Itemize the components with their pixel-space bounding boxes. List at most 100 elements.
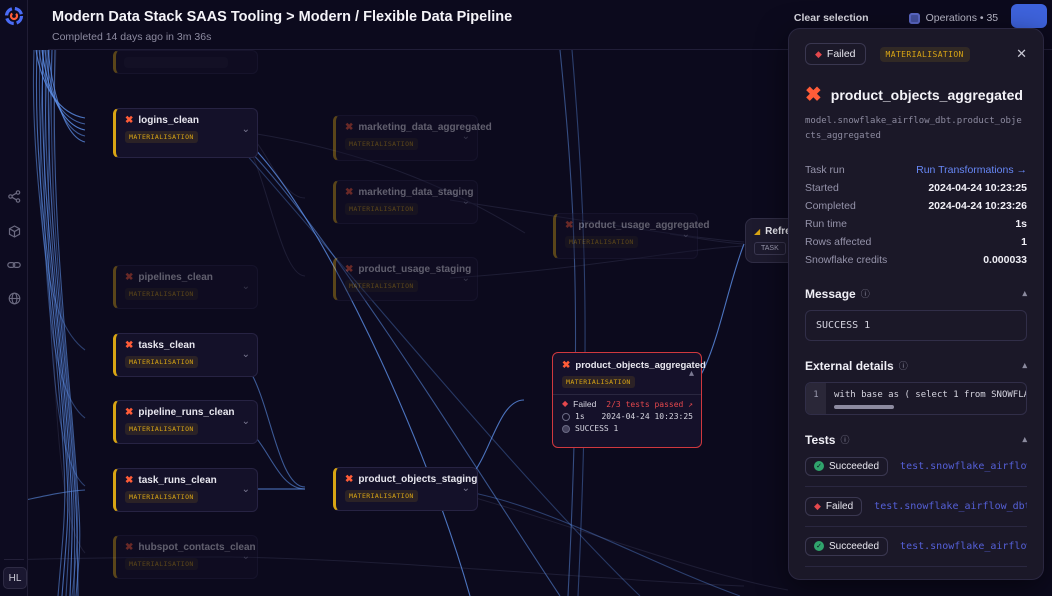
chevron-down-icon[interactable] xyxy=(462,274,470,284)
materialisation-badge: MATERIALISATION xyxy=(345,280,418,292)
user-avatar[interactable]: HL xyxy=(3,567,27,589)
node-divider xyxy=(553,394,701,395)
operations-count: Operations • 35 xyxy=(908,12,998,24)
materialisation-badge: MATERIALISATION xyxy=(125,356,198,368)
test-status-badge: ◆ Failed xyxy=(805,496,863,516)
chevron-down-icon[interactable] xyxy=(242,552,250,562)
dbt-icon: ✖ xyxy=(345,121,354,133)
primary-action-button[interactable] xyxy=(1011,4,1047,28)
node-product-objects-staging[interactable]: ✖ product_objects_staging MATERIALISATIO… xyxy=(333,467,478,511)
node-marketing-data-staging[interactable]: ✖ marketing_data_staging MATERIALISATION xyxy=(333,180,478,224)
sidebar: HL xyxy=(0,0,28,596)
task-badge: TASK xyxy=(754,242,786,255)
failed-diamond-icon: ◆ xyxy=(814,500,821,511)
message-section-header: Message xyxy=(805,287,1027,301)
materialisation-badge: MATERIALISATION xyxy=(345,490,418,502)
success-check-icon: ✓ xyxy=(814,541,824,552)
info-icon[interactable] xyxy=(861,287,870,300)
node-hubspot-contacts-clean[interactable]: ✖ hubspot_contacts_clean MATERIALISATION xyxy=(113,535,258,579)
horizontal-scrollbar[interactable] xyxy=(834,404,894,409)
success-check-icon: ✓ xyxy=(814,461,824,472)
completed-value: 2024-04-24 10:23:26 xyxy=(928,199,1027,212)
cube-icon[interactable] xyxy=(8,225,21,238)
node-product-objects-aggregated-selected[interactable]: ✖ product_objects_aggregated MATERIALISA… xyxy=(552,352,706,448)
sql-code-box: 1 with base as ( select 1 from SNOWFLAKE xyxy=(805,381,1027,415)
dbt-icon: ✖ xyxy=(125,114,134,126)
tests-section-header: Tests xyxy=(805,433,1027,447)
pipeline-canvas[interactable] xyxy=(28,50,1052,596)
dbt-icon: ✖ xyxy=(562,359,571,371)
task-tool-icon: ◢ xyxy=(754,226,761,236)
chevron-down-icon[interactable] xyxy=(242,350,250,360)
chevron-up-icon[interactable] xyxy=(689,369,694,379)
close-icon[interactable] xyxy=(1016,46,1027,62)
panel-title: product_objects_aggregated xyxy=(830,87,1023,103)
node-tasks-clean[interactable]: ✖ tasks_clean MATERIALISATION xyxy=(113,333,258,377)
collapse-icon[interactable] xyxy=(1022,434,1027,445)
sql-code-line: with base as ( select 1 from SNOWFLAKE xyxy=(834,389,1026,400)
materialisation-badge: MATERIALISATION xyxy=(562,376,635,388)
chevron-down-icon[interactable] xyxy=(242,485,250,495)
node-marketing-data-aggregated[interactable]: ✖ marketing_data_aggregated MATERIALISAT… xyxy=(333,115,492,161)
node-product-usage-aggregated[interactable]: ✖ product_usage_aggregated MATERIALISATI… xyxy=(553,213,710,259)
test-row: ✓ Succeeded test.snowflake_airflow_dbt.n… xyxy=(805,525,1027,566)
clock-icon xyxy=(562,412,570,421)
external-details-section-header: External details xyxy=(805,359,1027,373)
link-icon[interactable] xyxy=(7,260,21,270)
node-product-usage-staging[interactable]: ✖ product_usage_staging MATERIALISATION xyxy=(333,257,478,301)
app-logo-icon[interactable] xyxy=(4,6,24,26)
node-detail-panel: ◆ Failed MATERIALISATION ✖ product_objec… xyxy=(788,28,1044,580)
tests-summary-link[interactable]: 2/3 tests passed ↗ xyxy=(606,399,693,409)
test-link[interactable]: test.snowflake_airflow_dbt.not_null_pr xyxy=(874,500,1027,512)
dbt-icon: ✖ xyxy=(345,186,354,198)
chevron-down-icon[interactable] xyxy=(462,132,470,142)
chevron-down-icon[interactable] xyxy=(242,417,250,427)
dbt-icon: ✖ xyxy=(565,219,574,231)
dbt-icon: ✖ xyxy=(125,541,134,553)
node-pipelines-clean[interactable]: ✖ pipelines_clean MATERIALISATION xyxy=(113,265,258,309)
test-row: ◆ Failed test.snowflake_airflow_dbt.not_… xyxy=(805,485,1027,526)
task-run-link[interactable]: Run Transformations → xyxy=(916,163,1027,176)
dbt-icon: ✖ xyxy=(345,263,354,275)
started-value: 2024-04-24 10:23:25 xyxy=(928,181,1027,194)
page-title: Modern Data Stack SAAS Tooling > Modern … xyxy=(52,9,513,25)
chevron-down-icon[interactable] xyxy=(462,484,470,494)
materialisation-badge: MATERIALISATION xyxy=(879,46,970,62)
dbt-icon: ✖ xyxy=(125,271,134,283)
message-dot-icon xyxy=(562,424,570,433)
materialisation-badge: MATERIALISATION xyxy=(125,558,198,570)
dbt-icon: ✖ xyxy=(125,406,134,418)
collapse-icon[interactable] xyxy=(1022,360,1027,371)
clear-selection-button[interactable]: Clear selection xyxy=(793,12,869,24)
materialisation-badge: MATERIALISATION xyxy=(565,236,638,248)
collapse-icon[interactable] xyxy=(1022,288,1027,299)
chevron-down-icon[interactable] xyxy=(462,197,470,207)
node-logins-clean[interactable]: ✖ logins_clean MATERIALISATION xyxy=(113,108,258,158)
test-link[interactable]: test.snowflake_airflow_dbt.unique_pro xyxy=(900,460,1027,472)
test-status-badge: ✓ Succeeded xyxy=(805,456,889,476)
info-icon[interactable] xyxy=(840,433,849,446)
node-partial-top[interactable] xyxy=(113,50,258,74)
lineage-graph-icon[interactable] xyxy=(7,190,21,203)
globe-icon[interactable] xyxy=(8,292,21,305)
chevron-down-icon[interactable] xyxy=(682,230,690,240)
credits-value: 0.000033 xyxy=(983,253,1027,266)
chevron-down-icon[interactable] xyxy=(242,282,250,292)
node-skeleton xyxy=(124,57,228,68)
node-pipeline-runs-clean[interactable]: ✖ pipeline_runs_clean MATERIALISATION xyxy=(113,400,258,444)
run-timestamp: 2024-04-24 10:23:25 xyxy=(601,412,693,421)
model-path: model.snowflake_airflow_dbt.product_obje… xyxy=(805,116,1022,142)
info-icon[interactable] xyxy=(899,359,908,372)
operations-icon xyxy=(908,12,920,24)
node-task-runs-clean[interactable]: ✖ task_runs_clean MATERIALISATION xyxy=(113,468,258,512)
test-link[interactable]: test.snowflake_airflow_dbt.not_null_pr xyxy=(900,540,1027,552)
edge-lines xyxy=(28,50,789,596)
materialisation-badge: MATERIALISATION xyxy=(125,423,198,435)
materialisation-badge: MATERIALISATION xyxy=(345,203,418,215)
node-message: SUCCESS 1 xyxy=(575,424,619,433)
materialisation-badge: MATERIALISATION xyxy=(125,131,198,143)
header-divider xyxy=(48,49,1052,50)
chevron-down-icon[interactable] xyxy=(242,125,250,135)
dbt-icon: ✖ xyxy=(125,474,134,486)
tests-end-divider xyxy=(805,565,1027,567)
